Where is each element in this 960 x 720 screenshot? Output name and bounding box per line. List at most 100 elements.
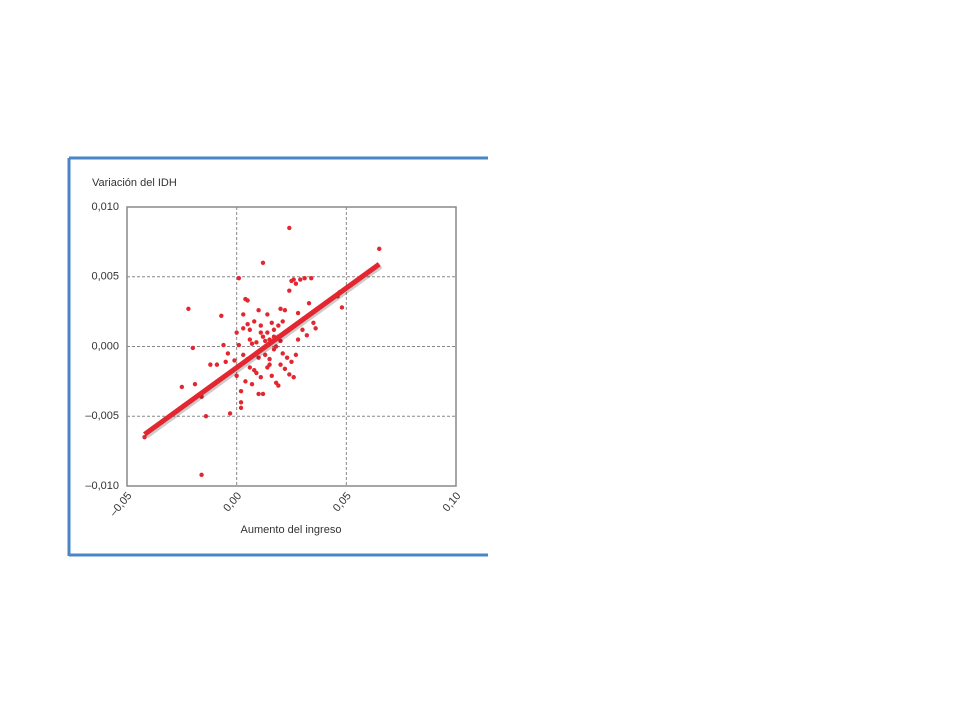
point: [260, 260, 266, 265]
x-tick-label: –0,05: [108, 490, 135, 519]
point: [293, 281, 299, 286]
y-tick-label: 0,010: [91, 201, 119, 213]
point: [295, 337, 301, 342]
plot-border: [126, 206, 457, 487]
point: [225, 351, 231, 356]
point: [245, 298, 250, 303]
y-tick-label: –0,005: [85, 410, 119, 422]
point: [247, 327, 253, 332]
point: [284, 355, 290, 360]
point: [256, 355, 261, 360]
point: [179, 384, 185, 390]
point: [256, 391, 261, 397]
point: [304, 333, 310, 338]
trend-line: [143, 262, 381, 437]
point: [186, 306, 191, 312]
point: [280, 319, 285, 324]
point: [241, 326, 246, 331]
point: [254, 370, 259, 376]
point: [311, 320, 316, 325]
point: [258, 323, 263, 328]
point: [265, 312, 270, 317]
point: [221, 342, 226, 348]
x-tick-label: 0,05: [331, 490, 354, 514]
point: [309, 275, 314, 281]
point: [302, 275, 307, 281]
point: [241, 352, 246, 358]
x-tick-label: 0,00: [221, 490, 244, 514]
point: [293, 352, 299, 358]
point: [339, 305, 345, 310]
point: [234, 373, 239, 378]
point: [295, 310, 301, 316]
point: [269, 373, 274, 378]
point: [199, 472, 204, 478]
point: [203, 414, 209, 419]
point: [265, 330, 270, 335]
point: [269, 320, 274, 325]
point: [260, 334, 266, 339]
point: [271, 327, 277, 332]
chart-title: Variación del IDH: [92, 177, 177, 189]
point: [267, 356, 272, 362]
point: [227, 411, 233, 416]
point: [236, 342, 242, 348]
point: [192, 381, 198, 387]
point: [287, 225, 292, 231]
point: [234, 330, 239, 335]
point: [252, 319, 257, 324]
point: [260, 391, 266, 397]
point: [289, 359, 294, 365]
point: [291, 374, 296, 380]
point: [238, 405, 244, 411]
point: [265, 365, 270, 370]
point: [282, 308, 288, 313]
point: [273, 344, 279, 349]
point: [280, 351, 285, 356]
point: [236, 275, 242, 281]
point: [241, 312, 246, 317]
point: [298, 277, 303, 282]
point: [377, 246, 382, 252]
point: [232, 358, 237, 363]
point: [223, 359, 228, 365]
point: [238, 388, 244, 394]
point: [278, 306, 283, 312]
point: [287, 372, 292, 377]
y-tick-label: 0,005: [91, 271, 119, 283]
point: [238, 400, 244, 405]
x-tick-label: 0,10: [441, 490, 464, 514]
point: [243, 379, 248, 384]
point: [306, 301, 312, 306]
point: [254, 340, 259, 345]
x-axis-label: Aumento del ingreso: [241, 524, 342, 536]
point: [247, 365, 253, 370]
point: [249, 381, 255, 387]
point: [249, 341, 255, 346]
point: [258, 330, 263, 335]
point: [313, 326, 318, 331]
point: [142, 434, 147, 440]
point: [245, 321, 250, 327]
y-tick-label: 0,000: [91, 340, 119, 352]
point: [282, 366, 288, 372]
point: [208, 362, 213, 367]
point: [300, 327, 305, 332]
point: [278, 338, 283, 344]
point: [219, 313, 224, 319]
point: [287, 288, 292, 293]
point: [256, 308, 261, 313]
point: [262, 338, 268, 344]
point: [278, 362, 283, 367]
point: [247, 337, 253, 342]
point: [262, 352, 268, 358]
point: [214, 362, 220, 367]
point: [190, 345, 195, 351]
point: [276, 383, 281, 388]
point: [258, 374, 263, 380]
point: [291, 277, 296, 282]
y-tick-label: –0,010: [85, 480, 119, 492]
point: [276, 323, 281, 328]
